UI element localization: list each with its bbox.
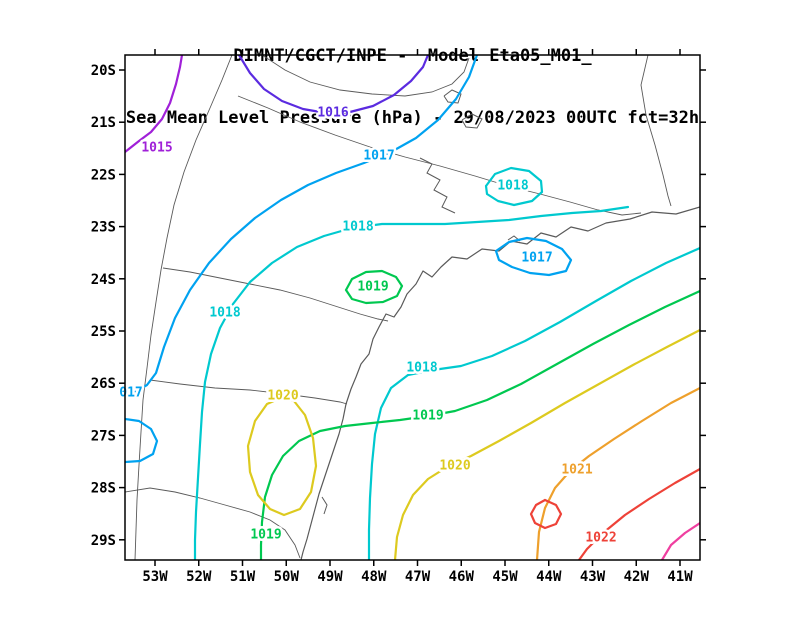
isobar-1015 xyxy=(125,55,184,154)
isobar-1019 xyxy=(344,269,404,305)
x-tick-label: 53W xyxy=(142,569,168,585)
x-tick-label: 43W xyxy=(580,569,606,585)
isobar-1018 xyxy=(193,205,630,560)
contour-label-1020: 1020 xyxy=(267,389,298,404)
x-tick-label: 42W xyxy=(624,569,650,585)
state-border-line xyxy=(237,95,642,216)
y-tick-label: 29S xyxy=(91,533,116,549)
isobar-1016 xyxy=(237,55,430,115)
isobar-1019 xyxy=(259,289,700,560)
y-tick-label: 26S xyxy=(91,376,116,392)
axes-layer: 53W 52W 51W 50W 49W 48W 47W 46W 45W 44W 43W 42W 41W 2… xyxy=(91,49,706,585)
x-tick-label: 51W xyxy=(230,569,256,585)
contour-label-1017: 017 xyxy=(119,386,142,401)
isobar-1018 xyxy=(367,246,700,560)
x-tick-label: 46W xyxy=(449,569,475,585)
x-tick-label: 50W xyxy=(274,569,300,585)
contour-label-1018: 1018 xyxy=(342,220,373,235)
x-tick-label: 44W xyxy=(536,569,562,585)
coastline xyxy=(300,206,700,560)
contour-labels-layer: 1015 1016 1017 017 1017 1018 1018 1018 1018 1019 1… xyxy=(117,103,619,548)
x-tick-label: 47W xyxy=(405,569,431,585)
contour-label-1017: 1017 xyxy=(363,149,394,164)
state-border-line xyxy=(162,267,389,322)
contour-label-1020: 1020 xyxy=(439,459,470,474)
isobar-1020 xyxy=(393,328,700,560)
contour-label-1019: 1019 xyxy=(250,528,281,543)
isobar-1017 xyxy=(494,236,573,277)
state-border-line xyxy=(134,55,233,560)
contour-layer xyxy=(125,55,700,560)
isobar-1017 xyxy=(125,55,479,396)
y-tick-label: 22S xyxy=(91,167,116,183)
x-tick-label: 52W xyxy=(186,569,212,585)
x-tick-label: 41W xyxy=(667,569,693,585)
contour-label-1015: 1015 xyxy=(141,141,172,156)
y-tick-label: 23S xyxy=(91,220,116,236)
contour-label-1017: 1017 xyxy=(521,251,552,266)
state-border-line xyxy=(125,487,301,559)
y-tick-label: 27S xyxy=(91,428,116,444)
contour-label-1018: 1018 xyxy=(406,361,437,376)
water-body-outline xyxy=(461,113,483,129)
y-tick-label: 25S xyxy=(91,324,116,340)
isobar-1022 xyxy=(577,467,700,560)
y-tick-label: 20S xyxy=(91,63,116,79)
isobar-1021 xyxy=(535,386,700,560)
isobar-1022 xyxy=(529,498,563,530)
x-tick-label: 45W xyxy=(492,569,518,585)
water-body-outline xyxy=(321,496,328,515)
isobar-1020 xyxy=(246,395,318,517)
isobar-1018 xyxy=(484,166,544,207)
plot-frame xyxy=(124,54,701,561)
contour-label-1018: 1018 xyxy=(497,179,528,194)
y-tick-label: 21S xyxy=(91,115,116,131)
contour-label-1018: 1018 xyxy=(209,306,240,321)
y-tick-label: 24S xyxy=(91,272,116,288)
isobar-1023 xyxy=(660,521,700,560)
state-border-line xyxy=(149,379,348,405)
y-tick-label: 28S xyxy=(91,481,116,497)
water-body-outline xyxy=(443,89,462,104)
state-border-line xyxy=(640,55,672,207)
state-border-line xyxy=(261,55,470,97)
contour-label-1021: 1021 xyxy=(561,463,592,478)
isobar-1017 xyxy=(125,417,159,464)
x-tick-label: 49W xyxy=(317,569,343,585)
base-map-layer xyxy=(125,55,700,560)
contour-label-1016: 1016 xyxy=(317,106,348,121)
contour-label-1019: 1019 xyxy=(357,280,388,295)
water-body-outline xyxy=(419,157,456,214)
contour-label-1019: 1019 xyxy=(412,409,443,424)
x-tick-label: 48W xyxy=(361,569,387,585)
contour-label-1022: 1022 xyxy=(585,531,616,546)
